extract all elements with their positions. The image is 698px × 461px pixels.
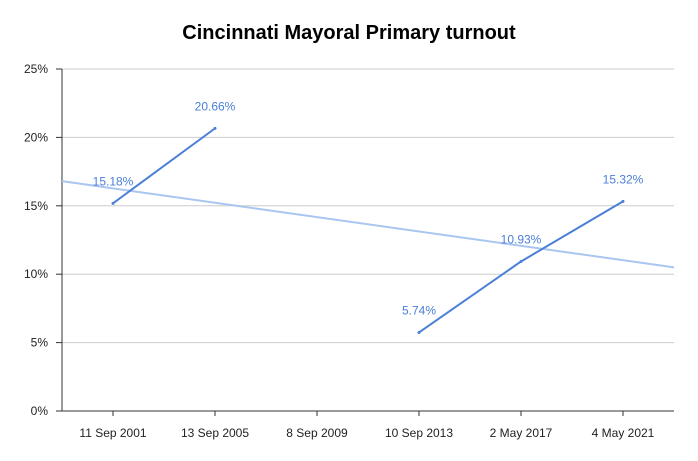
y-tick-label: 5% [31,336,49,350]
data-label: 10.93% [501,232,542,246]
x-tick-label: 4 May 2021 [592,426,655,440]
data-label: 5.74% [402,303,436,317]
series-line [418,200,624,334]
y-tick-label: 20% [24,130,48,144]
data-label: 20.66% [195,99,236,113]
data-point [621,199,625,203]
series-line [112,127,216,205]
trendline [61,180,675,269]
data-label: 15.32% [603,172,644,186]
y-tick-label: 10% [24,267,48,281]
data-point [213,126,217,130]
data-point [111,201,115,205]
x-tick-label: 11 Sep 2001 [79,426,146,440]
chart-title: Cincinnati Mayoral Primary turnout [182,22,516,44]
y-tick-label: 25% [24,62,48,76]
y-tick-label: 0% [31,404,49,418]
x-tick-label: 10 Sep 2013 [385,426,453,440]
data-point [519,259,523,263]
data-point [417,330,421,334]
y-tick-label: 15% [24,199,48,213]
x-tick-label: 8 Sep 2009 [286,426,348,440]
x-tick-label: 13 Sep 2005 [181,426,249,440]
x-tick-label: 2 May 2017 [490,426,553,440]
data-label: 15.18% [93,174,134,188]
